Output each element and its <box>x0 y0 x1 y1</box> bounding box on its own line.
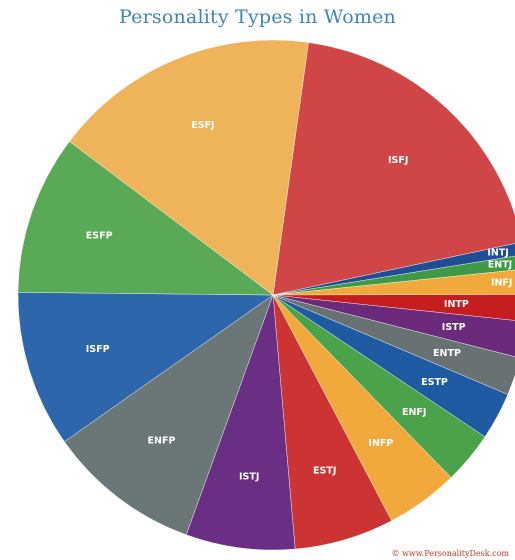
slice-label-estp: ESTP <box>421 377 448 388</box>
slice-label-estj: ESTJ <box>313 466 336 477</box>
pie-slice-isfp <box>17 292 274 442</box>
slice-label-isfp: ISFP <box>86 344 110 355</box>
slice-label-enfj: ENFJ <box>402 407 426 418</box>
slice-label-istp: ISTP <box>442 322 466 333</box>
slice-label-enfp: ENFP <box>148 435 176 446</box>
pie-slice-istj <box>185 294 296 551</box>
slice-label-istj: ISTJ <box>239 472 259 483</box>
slice-label-entj: ENTJ <box>488 260 512 271</box>
slice-label-esfj: ESFJ <box>191 120 214 131</box>
pie-slice-esfp <box>17 141 274 296</box>
slice-label-isfj: ISFJ <box>388 155 408 166</box>
slice-label-infp: INFP <box>368 438 393 449</box>
pie-slice-isfj <box>272 42 515 296</box>
pie-slice-enfp <box>64 294 274 536</box>
slice-label-infj: INFJ <box>491 278 513 289</box>
pie-slice-esfj <box>69 39 309 296</box>
slice-label-intp: INTP <box>444 299 469 310</box>
chart-title: Personality Types in Women <box>119 6 396 28</box>
slice-label-entp: ENTP <box>433 348 461 359</box>
credit-text: © www.PersonalityDesk.com <box>391 549 509 558</box>
pie-slice-intj <box>272 243 515 296</box>
pie-slice-infj <box>272 269 515 296</box>
slice-label-esfp: ESFP <box>86 230 113 241</box>
slice-label-intj: INTJ <box>487 248 509 259</box>
